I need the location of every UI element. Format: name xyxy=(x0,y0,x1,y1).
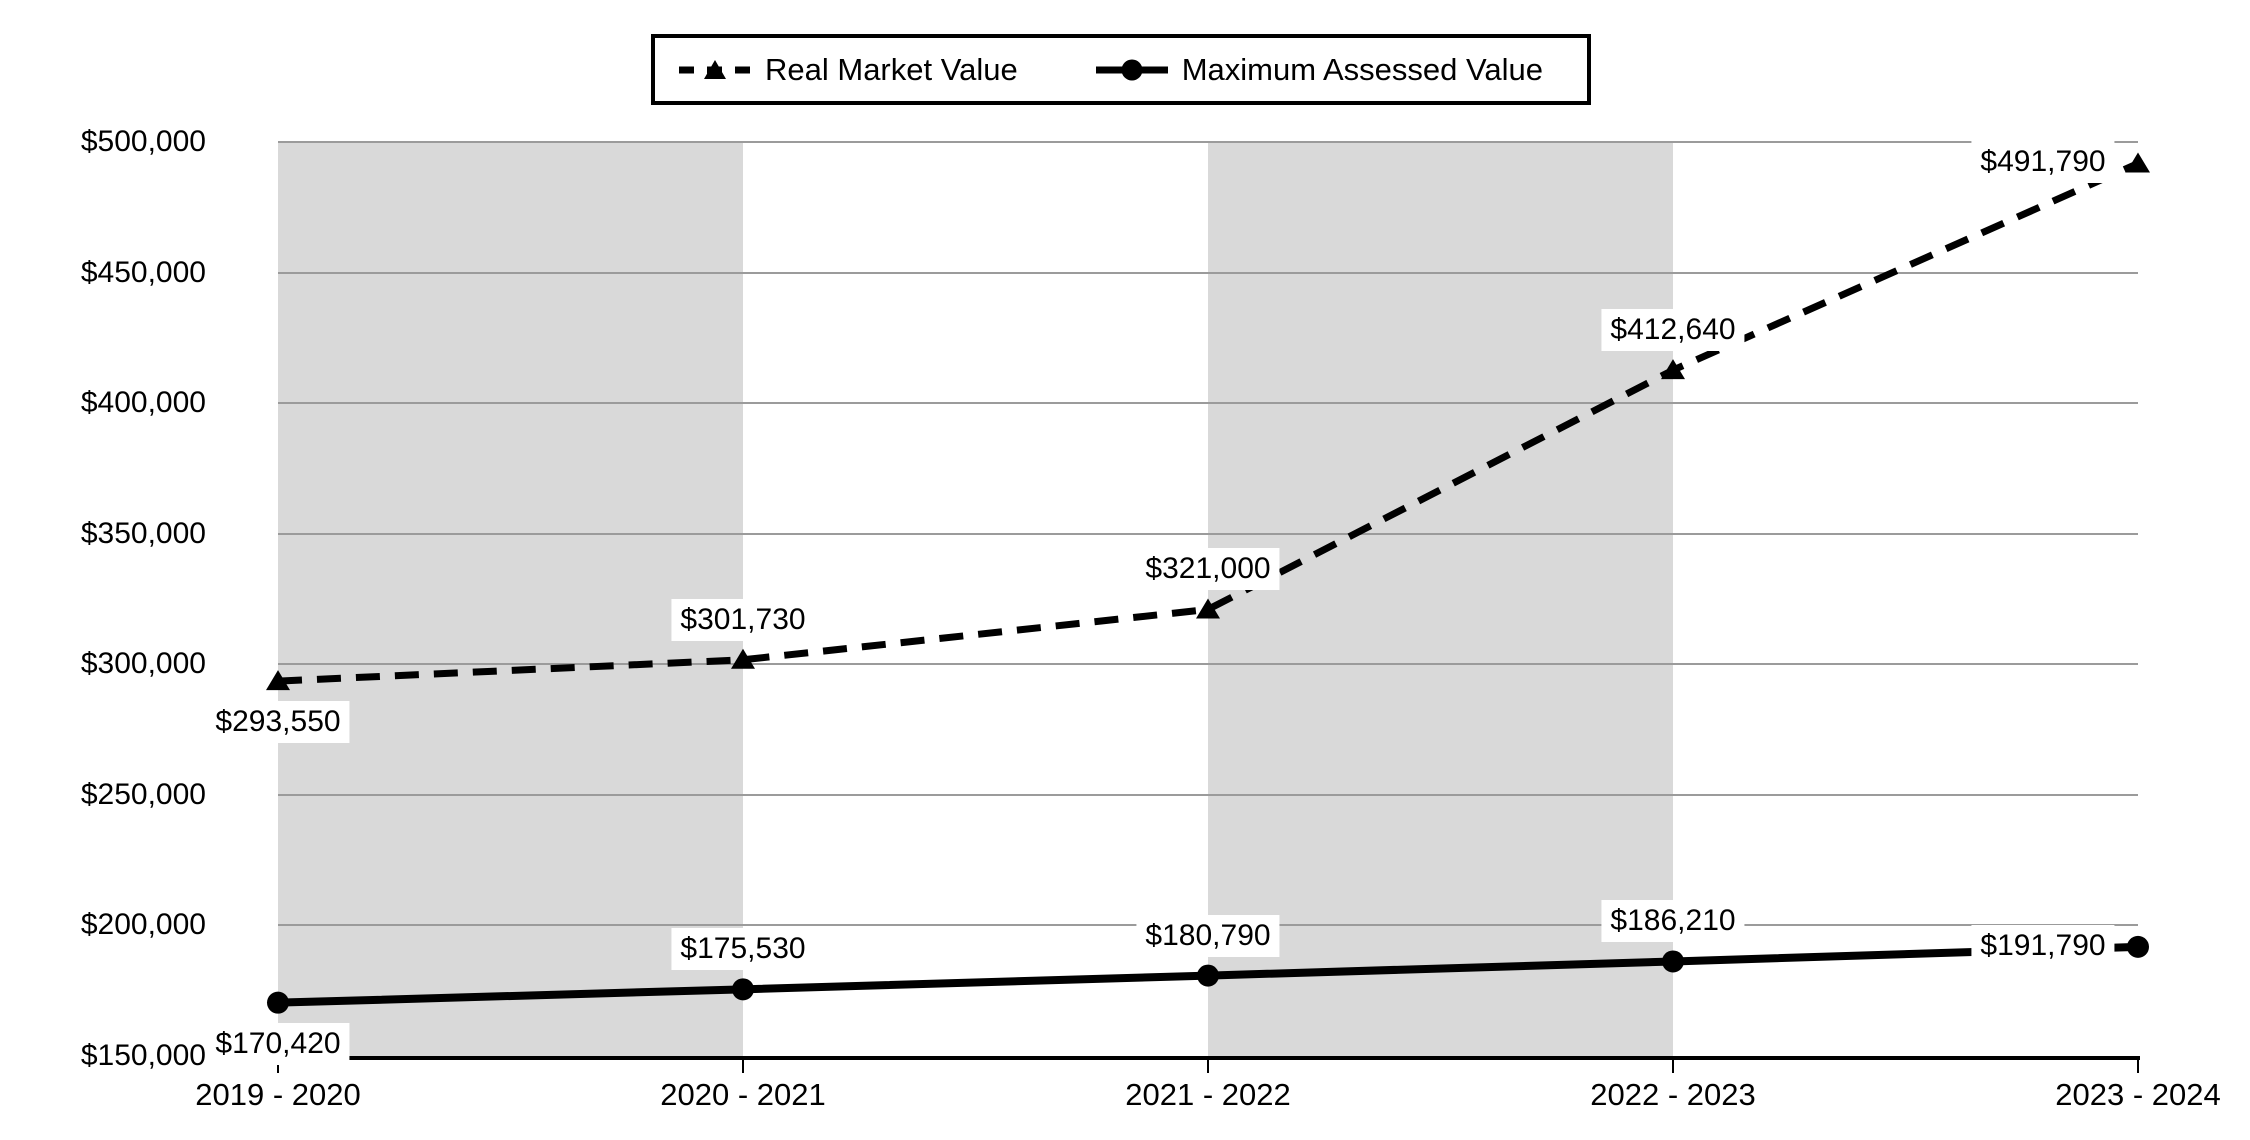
legend-label-maximum-assessed-value: Maximum Assessed Value xyxy=(1181,51,1543,87)
gridline xyxy=(278,793,2138,796)
gridline xyxy=(278,271,2138,274)
x-tick-label-2021-2022: 2021 - 2022 xyxy=(1125,1077,1291,1112)
mav-data-label-2022: $186,210 xyxy=(1601,900,1745,943)
triangle-marker xyxy=(731,648,755,669)
circle-marker xyxy=(1197,964,1219,987)
mav-data-label-2019: $170,420 xyxy=(206,1022,350,1065)
rmv-data-label-2021: $321,000 xyxy=(1136,548,1280,591)
real-market-value-markers xyxy=(266,152,2150,691)
x-axis-tick xyxy=(742,1060,744,1073)
mav-data-label-2023: $191,790 xyxy=(1971,924,2115,967)
circle-marker xyxy=(1662,950,1684,973)
y-tick-label-350000: $350,000 xyxy=(80,516,206,550)
circle-marker xyxy=(2127,935,2149,958)
triangle-marker xyxy=(1661,359,1685,380)
legend: Real Market Value Maximum Assessed Value xyxy=(651,34,1591,105)
triangle-marker xyxy=(1196,598,1220,619)
x-tick-label-2023-2024: 2023 - 2024 xyxy=(2055,1077,2221,1112)
shaded-band-2 xyxy=(1208,142,1673,1056)
x-axis-tick xyxy=(1672,1060,1674,1073)
solid-circle-marker-icon xyxy=(1095,59,1168,80)
x-axis-tick xyxy=(2137,1060,2139,1073)
triangle-marker xyxy=(2126,152,2150,173)
legend-label-real-market-value: Real Market Value xyxy=(765,51,1018,87)
gridline xyxy=(278,532,2138,535)
rmv-data-label-2020: $301,730 xyxy=(671,598,815,641)
y-tick-label-150000: $150,000 xyxy=(80,1039,206,1072)
rmv-data-label-2023: $491,790 xyxy=(1971,141,2115,184)
mav-data-label-2021: $180,790 xyxy=(1136,914,1280,957)
shaded-band-1 xyxy=(278,142,743,1056)
gridline xyxy=(278,402,2138,405)
x-axis-tick xyxy=(1207,1060,1209,1073)
gridline xyxy=(278,141,2138,143)
legend-entry-maximum-assessed-value: Maximum Assessed Value xyxy=(1095,51,1543,88)
mav-data-label-2020: $175,530 xyxy=(671,928,815,971)
y-tick-label-200000: $200,000 xyxy=(80,908,206,942)
gridline xyxy=(278,663,2138,666)
rmv-data-label-2022: $412,640 xyxy=(1601,309,1745,352)
circle-marker xyxy=(732,978,754,1001)
dashed-triangle-marker-icon xyxy=(679,59,751,79)
y-tick-label-450000: $450,000 xyxy=(80,255,206,289)
legend-entry-real-market-value: Real Market Value xyxy=(679,52,1018,88)
y-tick-label-500000: $500,000 xyxy=(80,125,206,158)
triangle-marker xyxy=(266,670,290,691)
rmv-data-label-2019: $293,550 xyxy=(206,701,350,744)
maximum-assessed-value-markers xyxy=(267,935,2149,1014)
circle-marker xyxy=(267,991,289,1014)
y-tick-label-250000: $250,000 xyxy=(80,777,206,811)
x-tick-label-2020-2021: 2020 - 2021 xyxy=(660,1077,826,1112)
y-tick-label-300000: $300,000 xyxy=(80,647,206,681)
x-tick-label-2022-2023: 2022 - 2023 xyxy=(1590,1077,1756,1112)
x-axis-tick xyxy=(277,1060,279,1073)
x-axis-line xyxy=(276,1056,2140,1060)
x-tick-label-2019-2020: 2019 - 2020 xyxy=(195,1077,361,1112)
y-tick-label-400000: $400,000 xyxy=(80,386,206,420)
